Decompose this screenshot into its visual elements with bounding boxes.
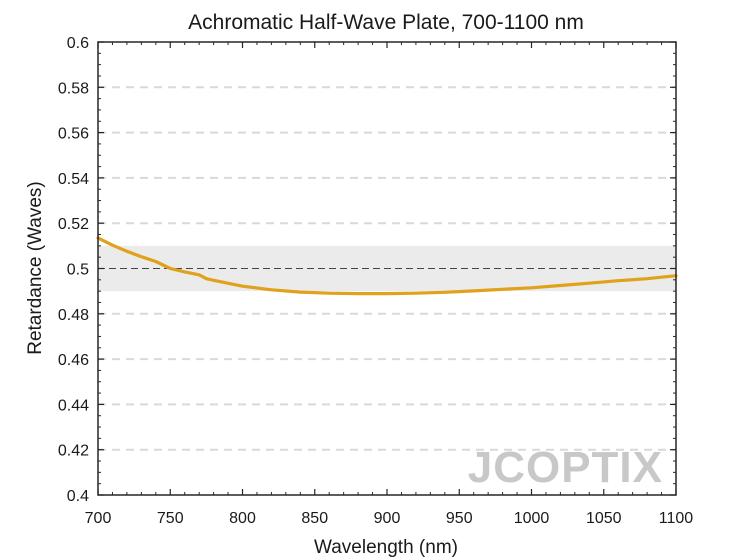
retardance-series-line (96, 236, 678, 296)
y-tick-label: 0.48 (58, 307, 89, 324)
y-tick-label: 0.6 (67, 35, 89, 52)
x-tick-label: 1050 (586, 510, 622, 527)
y-axis-ticks: 0.4 0.42 0.44 0.46 0.48 0.5 0.52 0.54 0.56 0.58 0.… (58, 35, 676, 505)
x-tick-label: 750 (157, 510, 184, 527)
y-axis-label: Retardance (Waves) (25, 181, 46, 355)
x-tick-label: 1100 (659, 510, 694, 527)
x-tick-label: 850 (301, 510, 328, 527)
x-axis-label: Wavelength (nm) (314, 537, 458, 558)
grid-lines (98, 86, 676, 451)
x-tick-label: 950 (446, 510, 473, 527)
y-tick-label: 0.58 (58, 80, 89, 97)
y-tick-label: 0.52 (58, 216, 89, 233)
y-tick-label: 0.44 (58, 397, 89, 414)
x-tick-label: 800 (229, 510, 256, 527)
y-tick-label: 0.4 (67, 488, 89, 505)
x-tick-label: 900 (374, 510, 401, 527)
x-tick-label: 700 (85, 510, 112, 527)
plot-area: JCOPTIX (96, 41, 678, 496)
x-axis-ticks: 700 750 800 850 900 950 1000 1050 1100 (85, 42, 694, 527)
y-tick-label: 0.46 (58, 352, 89, 369)
jcoptix-logo: JCOPTIX (468, 443, 663, 492)
y-tick-label: 0.5 (67, 262, 89, 279)
y-tick-label: 0.42 (58, 443, 89, 460)
chart-title: Achromatic Half-Wave Plate, 700-1100 nm (188, 11, 584, 34)
y-tick-label: 0.56 (58, 126, 89, 143)
x-tick-label: 1000 (514, 510, 550, 527)
watermark-text: JCOPTIX (468, 443, 663, 492)
y-tick-label: 0.54 (58, 171, 89, 188)
